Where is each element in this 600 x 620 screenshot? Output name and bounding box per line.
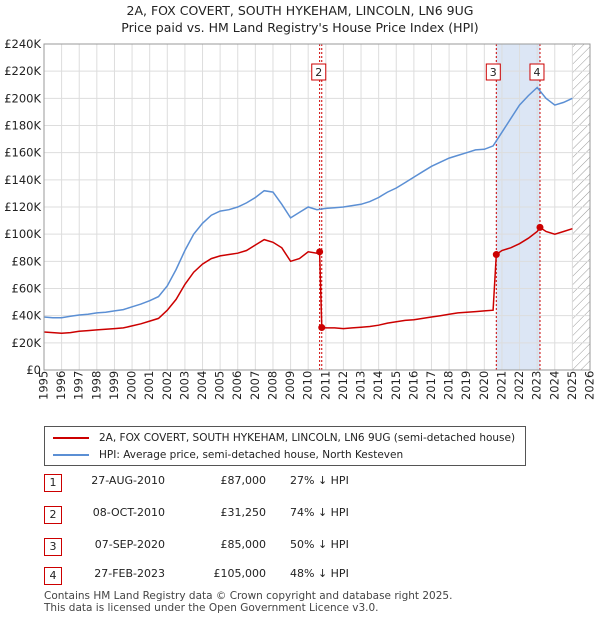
x-tick-label: 1996 — [54, 371, 68, 400]
legend-label-hpi: HPI: Average price, semi-detached house,… — [99, 449, 404, 461]
footer-licence: This data is licensed under the Open Gov… — [44, 602, 379, 614]
sale-price: £87,000 — [220, 474, 267, 487]
sale-price: £85,000 — [220, 538, 267, 551]
x-tick-label: 1997 — [72, 371, 86, 400]
sale-number-badge: 3 — [44, 538, 62, 556]
plot-frame — [43, 43, 591, 371]
sale-price: £105,000 — [213, 567, 267, 580]
sale-row: 3 07-SEP-2020 £85,000 50% ↓ HPI — [0, 538, 600, 556]
sale-date: 08-OCT-2010 — [92, 506, 165, 519]
x-tick-label: 2005 — [213, 371, 227, 400]
y-tick-label: £140K — [4, 173, 41, 187]
legend-item-property: 2A, FOX COVERT, SOUTH HYKEHAM, LINCOLN, … — [53, 430, 515, 446]
x-tick-label: 2020 — [477, 371, 491, 400]
x-tick-label: 2012 — [336, 371, 350, 400]
legend: 2A, FOX COVERT, SOUTH HYKEHAM, LINCOLN, … — [44, 426, 526, 466]
x-tick-label: 2021 — [494, 371, 508, 400]
x-tick-label: 2024 — [547, 371, 561, 400]
x-tick-label: 1999 — [107, 371, 121, 400]
x-tick-label: 2014 — [371, 371, 385, 400]
x-tick-label: 2016 — [406, 371, 420, 400]
y-tick-label: £220K — [4, 64, 41, 78]
y-tick-label: £80K — [12, 254, 42, 268]
x-tick-label: 2019 — [459, 371, 473, 400]
sale-hpi-diff: 48% ↓ HPI — [290, 567, 349, 580]
sale-number-badge: 4 — [44, 567, 62, 585]
y-tick-label: £60K — [12, 282, 42, 296]
sale-price: £31,250 — [220, 506, 267, 519]
sale-marker-label: 4 — [533, 66, 540, 79]
sale-date: 27-AUG-2010 — [91, 474, 165, 487]
x-tick-label: 2007 — [248, 371, 262, 400]
sale-point-marker — [318, 324, 326, 332]
sale-date: 07-SEP-2020 — [94, 538, 165, 551]
hpi-line — [44, 86, 573, 319]
x-tick-label: 1998 — [89, 371, 103, 400]
x-tick-label: 2017 — [424, 371, 438, 400]
y-tick-label: £100K — [4, 227, 41, 241]
sale-point-marker — [492, 251, 500, 259]
x-tick-label: 2022 — [512, 371, 526, 400]
y-tick-label: £240K — [4, 37, 41, 51]
sale-marker-box — [529, 63, 545, 81]
sale-row: 2 08-OCT-2010 £31,250 74% ↓ HPI — [0, 506, 600, 524]
x-tick-label: 2006 — [230, 371, 244, 400]
legend-swatch-property — [53, 437, 89, 439]
x-tick-label: 2026 — [583, 371, 597, 400]
y-tick-label: £160K — [4, 146, 41, 160]
sale-marker-label: 2 — [315, 66, 322, 79]
x-tick-label: 2023 — [530, 371, 544, 400]
y-tick-label: £180K — [4, 119, 41, 133]
sale-marker-label: 3 — [490, 66, 497, 79]
x-tick-label: 2008 — [265, 371, 279, 400]
sale-point-marker — [316, 248, 324, 256]
sale-row: 4 27-FEB-2023 £105,000 48% ↓ HPI — [0, 567, 600, 585]
sale-row: 1 27-AUG-2010 £87,000 27% ↓ HPI — [0, 474, 600, 492]
legend-label-property: 2A, FOX COVERT, SOUTH HYKEHAM, LINCOLN, … — [99, 432, 516, 444]
x-tick-label: 2000 — [125, 371, 139, 400]
sale-number-badge: 2 — [44, 506, 62, 524]
sale-date: 27-FEB-2023 — [94, 567, 165, 580]
x-tick-label: 2004 — [195, 371, 209, 400]
sale-marker-box — [311, 63, 327, 81]
x-tick-label: 2003 — [177, 371, 191, 400]
y-tick-label: £20K — [12, 336, 42, 350]
y-tick-label: £40K — [12, 309, 42, 323]
x-tick-label: 2011 — [318, 371, 332, 400]
sale-marker-box — [485, 63, 501, 81]
price-chart: £0 £20K £40K £60K £80K £100K £120K £140K £160K £1… — [4, 37, 597, 400]
sale-number-badge: 1 — [44, 474, 62, 492]
legend-swatch-hpi — [53, 454, 89, 456]
x-tick-label: 2009 — [283, 371, 297, 400]
footer-copyright: Contains HM Land Registry data © Crown c… — [44, 590, 453, 602]
chart-title: 2A, FOX COVERT, SOUTH HYKEHAM, LINCOLN, … — [126, 3, 474, 18]
x-tick-label: 2025 — [565, 371, 579, 400]
y-tick-label: £0 — [26, 363, 41, 377]
x-tick-label: 2010 — [301, 371, 315, 400]
sale-hpi-diff: 27% ↓ HPI — [290, 474, 349, 487]
sale-point-marker — [536, 223, 544, 231]
y-tick-label: £120K — [4, 200, 41, 214]
x-tick-label: 2013 — [354, 371, 368, 400]
sale-hpi-diff: 50% ↓ HPI — [290, 538, 349, 551]
sale-hpi-diff: 74% ↓ HPI — [290, 506, 349, 519]
y-tick-label: £200K — [4, 91, 41, 105]
chart-subtitle: Price paid vs. HM Land Registry's House … — [121, 20, 479, 35]
x-tick-label: 2001 — [142, 371, 156, 400]
x-tick-label: 1995 — [37, 371, 51, 400]
x-tick-label: 2018 — [442, 371, 456, 400]
legend-item-hpi: HPI: Average price, semi-detached house,… — [53, 447, 403, 463]
x-tick-label: 2002 — [160, 371, 174, 400]
x-tick-label: 2015 — [389, 371, 403, 400]
